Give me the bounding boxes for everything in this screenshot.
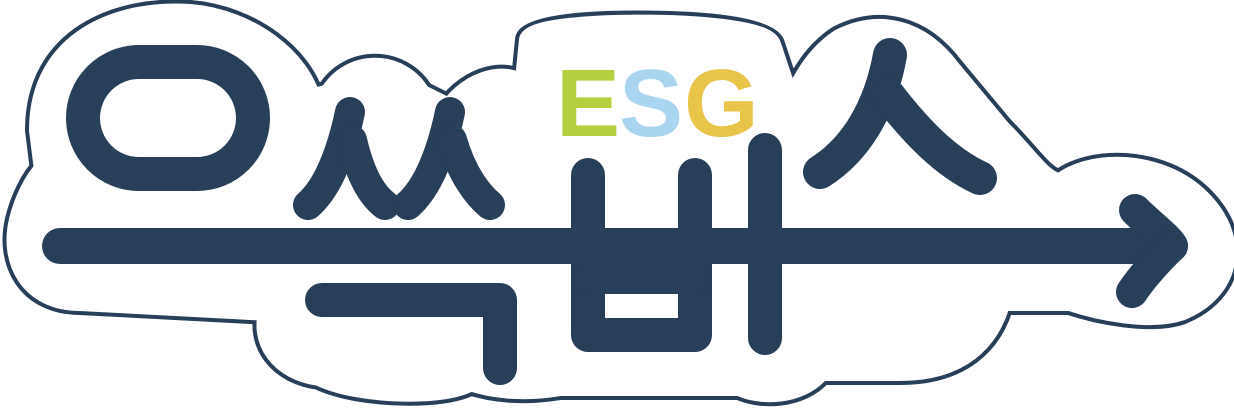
arrow-head-lower xyxy=(1116,230,1188,308)
esg-badge: E S G xyxy=(556,50,759,157)
sseuk-giyeok xyxy=(305,283,517,385)
seu-siot-right xyxy=(871,78,997,195)
esg-letter-g: G xyxy=(684,50,759,157)
hangul-wordmark xyxy=(42,38,1188,385)
sseuk-siot-left-leg xyxy=(337,125,400,220)
esg-letter-s: S xyxy=(619,50,683,157)
sseuk-siot-right-leg xyxy=(437,125,505,220)
seu-siot-left xyxy=(803,38,907,189)
eu-circle-stroke xyxy=(66,45,270,191)
esg-letter-e: E xyxy=(556,50,620,157)
